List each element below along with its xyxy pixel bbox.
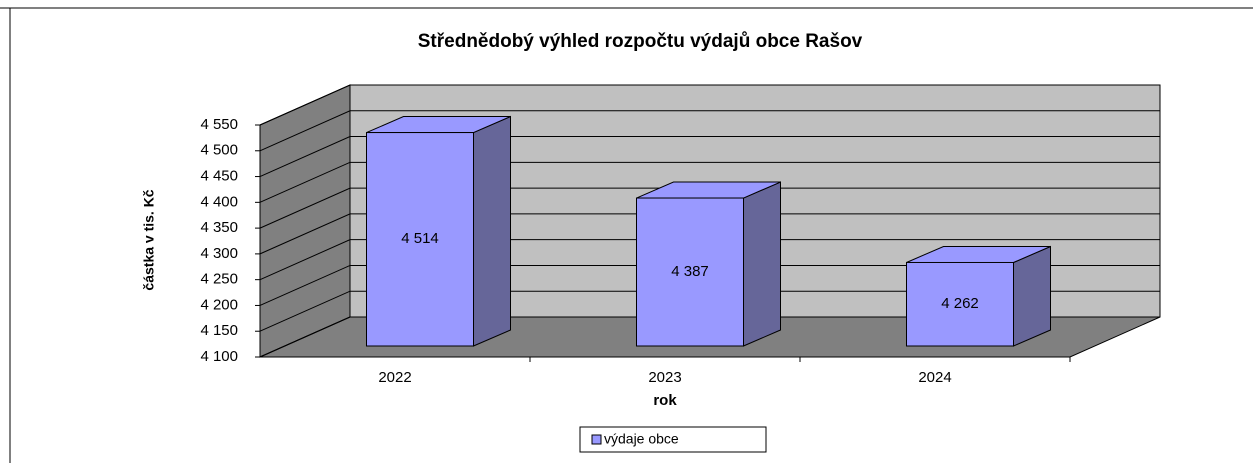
value-label: 4 514 [401,230,439,247]
bar-side [1013,245,1051,347]
y-tick-label: 4 300 [200,245,238,262]
bar [906,261,1014,347]
grid-line [259,187,1160,229]
value-label: 4 262 [941,295,979,312]
grid-line [259,316,1160,358]
value-label: 4 387 [671,263,709,280]
grid-line [259,110,1160,152]
y-tick-label: 4 550 [200,116,238,133]
bar [636,197,744,347]
y-tick-label: 4 400 [200,193,238,210]
legend-box [579,426,767,453]
y-axis-label: částka v tis. Kč [141,189,157,290]
x-tick-label: 2024 [918,369,951,386]
grid-line [259,264,1160,306]
x-axis-label: rok [653,392,677,409]
bar-side [473,115,511,347]
legend-swatch [591,434,602,445]
bar [366,132,474,347]
y-tick-label: 4 350 [200,219,238,236]
grid-line [259,161,1160,203]
grid-line [259,239,1160,281]
y-tick-label: 4 500 [200,142,238,159]
x-tick-label: 2022 [378,369,411,386]
chart-title: Střednědobý výhled rozpočtu výdajů obce … [418,31,863,52]
grid-line [259,213,1160,255]
y-tick-label: 4 100 [200,348,238,365]
x-tick-label: 2023 [648,369,681,386]
y-tick-label: 4 200 [200,296,238,313]
y-tick-label: 4 150 [200,322,238,339]
y-tick-label: 4 250 [200,271,238,288]
legend-label: výdaje obce [604,431,679,447]
grid-line [259,136,1160,178]
grid-line [259,84,1160,126]
grid-line [259,290,1160,332]
y-tick-label: 4 450 [200,168,238,185]
bar-side [743,181,781,347]
left-wall [259,84,351,358]
